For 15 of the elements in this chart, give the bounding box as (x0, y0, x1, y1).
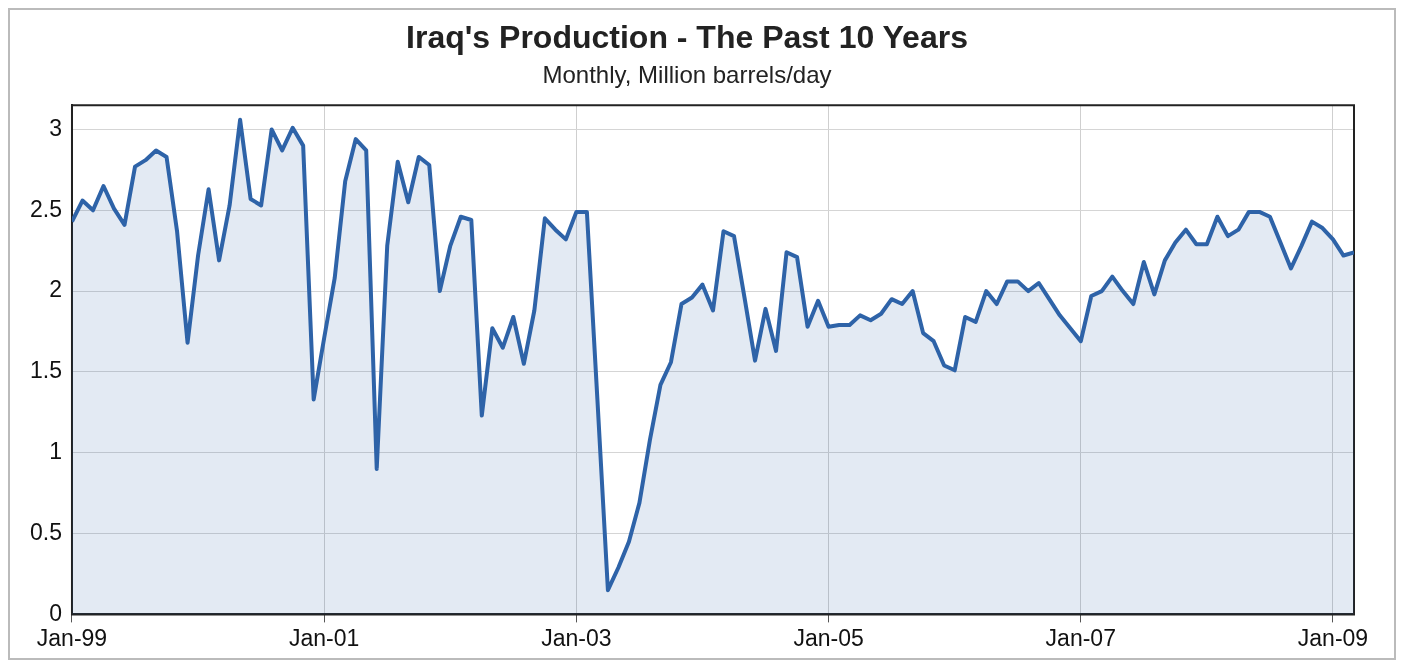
x-tick-label: Jan-07 (1045, 624, 1116, 651)
chart-subtitle: Monthly, Million barrels/day (542, 61, 832, 89)
chart-title: Iraq's Production - The Past 10 Years (406, 19, 968, 56)
y-tick-label: 2.5 (29, 195, 62, 222)
y-tick-label: 2 (49, 276, 62, 303)
y-tick-label: 0.5 (29, 518, 62, 545)
x-tick-label: Jan-03 (541, 624, 612, 651)
y-tick-label: 3 (49, 114, 62, 141)
y-tick-label: 0 (49, 599, 62, 626)
y-tick-label: 1.5 (29, 357, 62, 384)
x-tick-label: Jan-99 (36, 624, 108, 651)
x-tick-label: Jan-05 (793, 624, 864, 651)
x-tick-label: Jan-09 (1297, 624, 1369, 651)
x-tick-label: Jan-01 (289, 624, 360, 651)
y-tick-label: 1 (49, 438, 62, 465)
